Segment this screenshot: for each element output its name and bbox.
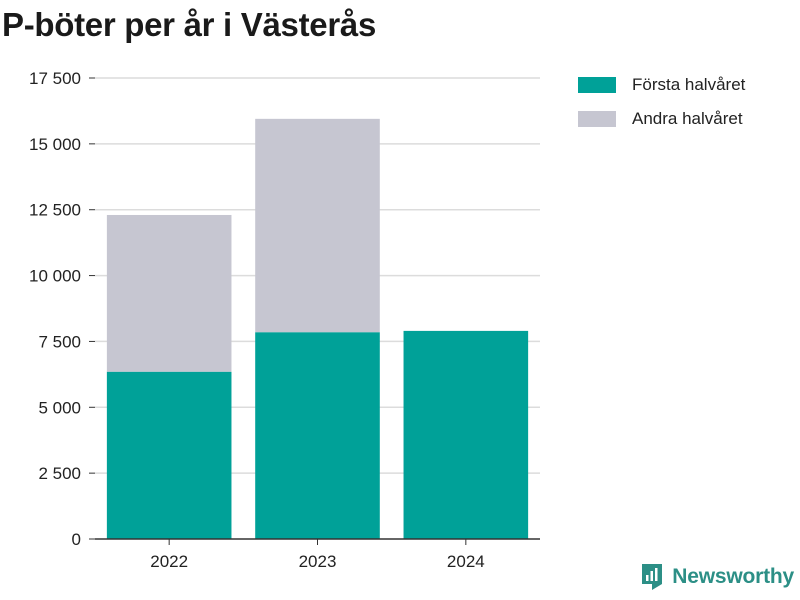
bar-first-half[interactable] [255,332,380,539]
y-tick-label: 2 500 [38,464,81,483]
y-tick-label: 17 500 [29,69,81,88]
bars [106,118,529,539]
y-tick-label: 7 500 [38,332,81,351]
x-axis: 2022 2023 2024 [95,538,540,571]
brand-name: Newsworthy [672,565,794,588]
y-tick-label: 12 500 [29,201,81,220]
legend-item-first-half[interactable]: Första halvåret [578,73,745,97]
x-tick-label: 2023 [299,552,337,571]
legend-label-first-half: Första halvåret [632,75,746,94]
x-tick-label: 2024 [447,552,485,571]
y-tick-label: 0 [72,530,81,549]
newsworthy-logo[interactable]: Newsworthy [640,562,794,592]
bar-first-half[interactable] [106,371,232,539]
bar-first-half[interactable] [403,330,529,539]
y-tick-label: 5 000 [38,398,81,417]
legend-item-second-half[interactable]: Andra halvåret [578,107,745,131]
bar-second-half[interactable] [106,214,232,372]
legend-label-second-half: Andra halvåret [632,109,743,128]
legend-swatch-second-half [578,111,616,127]
bar-chart-flag-icon [642,564,663,590]
x-tick-label: 2022 [150,552,188,571]
chart-title: P-böter per år i Västerås [2,6,376,43]
bar-second-half[interactable] [255,118,380,333]
legend-swatch-first-half [578,77,616,93]
y-tick-label: 10 000 [29,267,81,286]
y-axis-tick-labels: 0 2 500 5 000 7 500 10 000 12 500 15 000 17 500 [29,69,95,549]
y-tick-label: 15 000 [29,135,81,154]
legend: Första halvåret Andra halvåret [578,73,745,141]
